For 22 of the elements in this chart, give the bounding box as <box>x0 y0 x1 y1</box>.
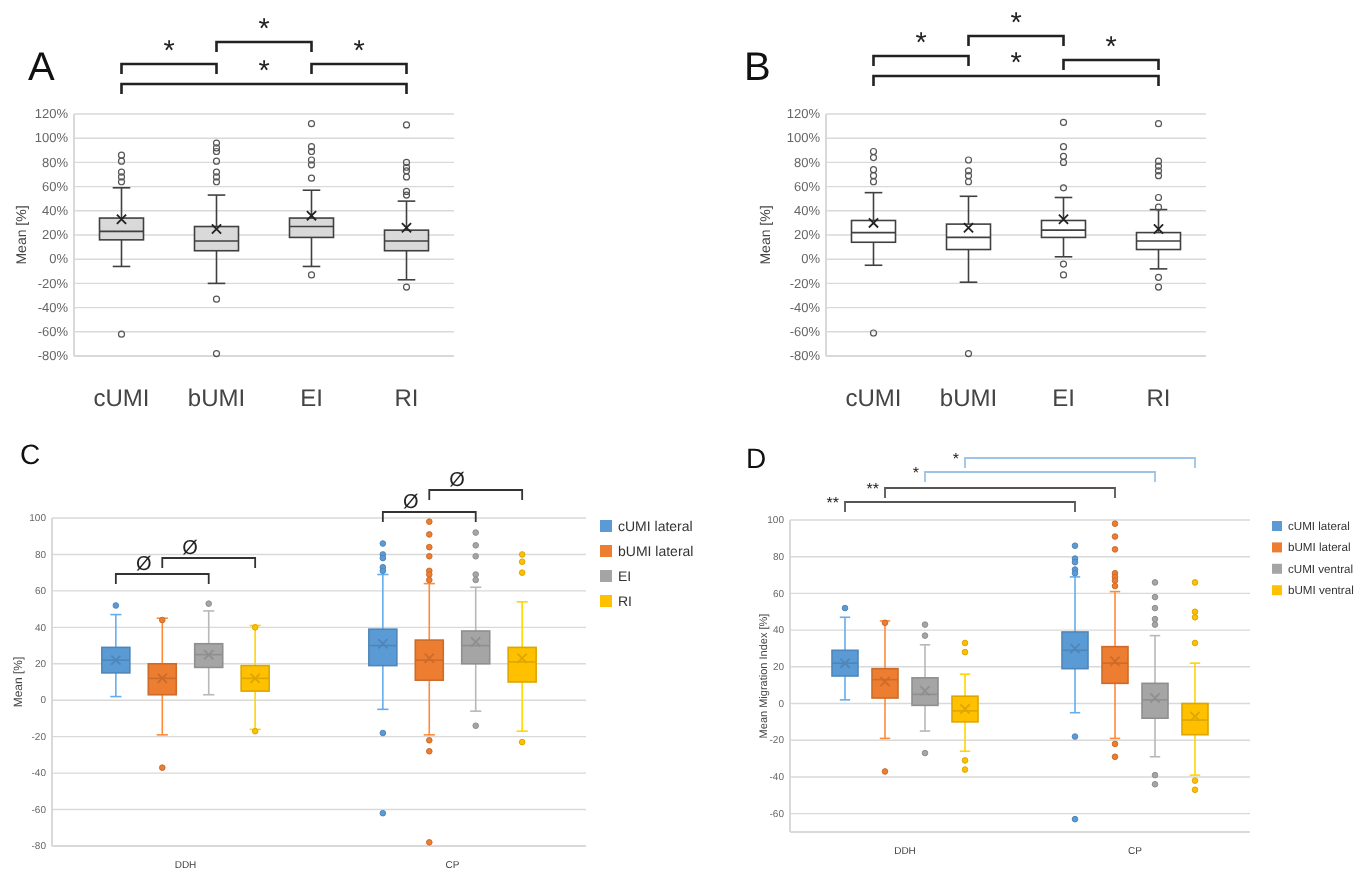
chart-title: C <box>20 438 41 470</box>
x-tick-label: RI <box>1146 383 1171 412</box>
significance-bracket: * <box>967 8 1065 46</box>
annotation: Ø <box>182 538 199 560</box>
x-tick-label: bUMI <box>939 383 998 412</box>
significance-bracket: * <box>912 464 1156 483</box>
x-tick-label: cUMI <box>93 383 150 412</box>
annotation: Ø <box>135 554 152 576</box>
x-tick-label: bUMI <box>187 383 246 412</box>
significance-bracket: ** <box>866 480 1116 499</box>
x-tick-label: cUMI <box>845 383 902 412</box>
significance-bracket: ** <box>826 494 1076 513</box>
significance-bracket: * <box>872 48 1160 86</box>
significance-bracket: * <box>120 56 408 94</box>
chart-title: B <box>744 46 771 90</box>
x-tick-label: RI <box>394 383 419 412</box>
significance-bracket: * <box>215 14 313 52</box>
chart-title: A <box>28 46 56 90</box>
x-tick-label: EI <box>300 383 323 412</box>
chart-title: D <box>746 442 767 474</box>
x-tick-label: EI <box>1052 383 1075 412</box>
significance-bracket: * <box>952 450 1196 469</box>
